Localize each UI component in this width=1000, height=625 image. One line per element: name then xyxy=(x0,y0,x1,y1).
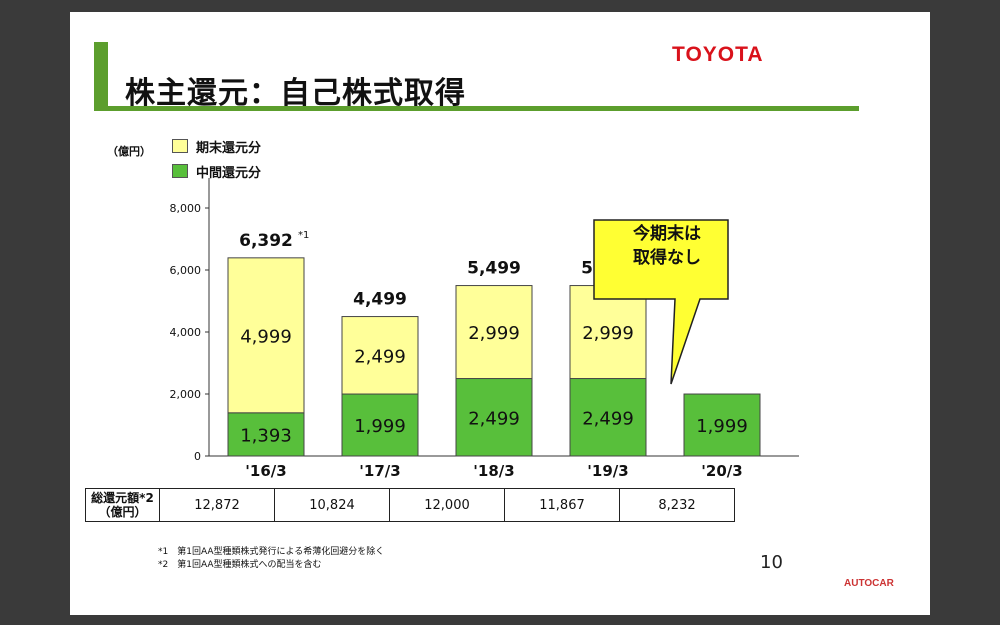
watermark: AUTOCAR xyxy=(844,578,894,589)
footnote-2: *2 第1回AA型種類株式への配当を含む xyxy=(158,560,322,570)
legend-label-term-end: 期末還元分 xyxy=(196,141,262,156)
data-label: 2,999 xyxy=(468,323,520,344)
title-accent-bar xyxy=(94,42,108,110)
bar-segment xyxy=(455,378,533,457)
bar-segment xyxy=(227,412,305,457)
title-underline xyxy=(94,106,859,111)
bar-segment xyxy=(227,257,305,414)
table-header-label: 総還元額*2 xyxy=(91,491,154,505)
callout-line-2: 取得なし xyxy=(633,248,701,268)
data-label: 2,999 xyxy=(582,323,634,344)
unit-label: （億円） xyxy=(107,145,151,158)
table-cell: 8,232 xyxy=(619,488,735,522)
legend-item-interim: 中間還元分 xyxy=(172,162,261,181)
x-category-label: '19/3 xyxy=(587,462,628,480)
table-row: 総還元額*2 （億円） 12,872 10,824 12,000 11,867 … xyxy=(85,488,735,522)
toyota-logo: TOYOTA xyxy=(672,43,764,66)
x-category-label: '20/3 xyxy=(701,462,742,480)
table-cell: 12,872 xyxy=(159,488,275,522)
callout-line-1: 今期末は xyxy=(633,224,701,244)
bar-segment xyxy=(683,393,761,457)
table-cell: 10,824 xyxy=(274,488,390,522)
table-header-cell: 総還元額*2 （億円） xyxy=(85,488,160,522)
bar-segment xyxy=(341,393,419,457)
bar-segment xyxy=(569,378,647,457)
x-category-label: '16/3 xyxy=(245,462,286,480)
y-tick-label: 8,000 xyxy=(170,202,202,215)
y-tick-label: 6,000 xyxy=(170,264,202,277)
x-category-label: '18/3 xyxy=(473,462,514,480)
bar-segment xyxy=(455,285,533,380)
legend-swatch-term-end xyxy=(172,139,188,153)
footnote-mark: *1 xyxy=(298,230,309,241)
callout-text: 今期末は 取得なし xyxy=(604,222,730,270)
total-return-table: 総還元額*2 （億円） 12,872 10,824 12,000 11,867 … xyxy=(85,488,735,522)
table-cell: 11,867 xyxy=(504,488,620,522)
data-label: 1,393 xyxy=(240,425,292,446)
total-label: 5,499 xyxy=(467,259,521,279)
legend-swatch-interim xyxy=(172,164,188,178)
page-title: 株主還元：自己株式取得 xyxy=(125,76,466,111)
table-cell: 12,000 xyxy=(389,488,505,522)
x-category-label: '17/3 xyxy=(359,462,400,480)
data-label: 2,499 xyxy=(354,346,406,367)
data-label: 2,499 xyxy=(468,408,520,429)
footnote-1: *1 第1回AA型種類株式発行による希薄化回避分を除く xyxy=(158,547,385,557)
table-header-unit: （億円） xyxy=(98,505,147,519)
data-label: 4,999 xyxy=(240,326,292,347)
page-number: 10 xyxy=(760,552,783,573)
data-label: 2,499 xyxy=(582,408,634,429)
y-tick-label: 4,000 xyxy=(170,326,202,339)
bar-segment xyxy=(569,285,647,380)
legend-item-term-end: 期末還元分 xyxy=(172,137,261,156)
data-label: 1,999 xyxy=(354,416,406,437)
y-tick-label: 2,000 xyxy=(170,388,202,401)
y-tick-label: 0 xyxy=(194,450,201,463)
total-label: 4,499 xyxy=(353,290,407,310)
callout-shape xyxy=(593,219,729,385)
bar-segment xyxy=(341,316,419,395)
total-label: 6,392 xyxy=(239,231,293,251)
data-label: 1,999 xyxy=(696,416,748,437)
legend-label-interim: 中間還元分 xyxy=(196,166,262,181)
